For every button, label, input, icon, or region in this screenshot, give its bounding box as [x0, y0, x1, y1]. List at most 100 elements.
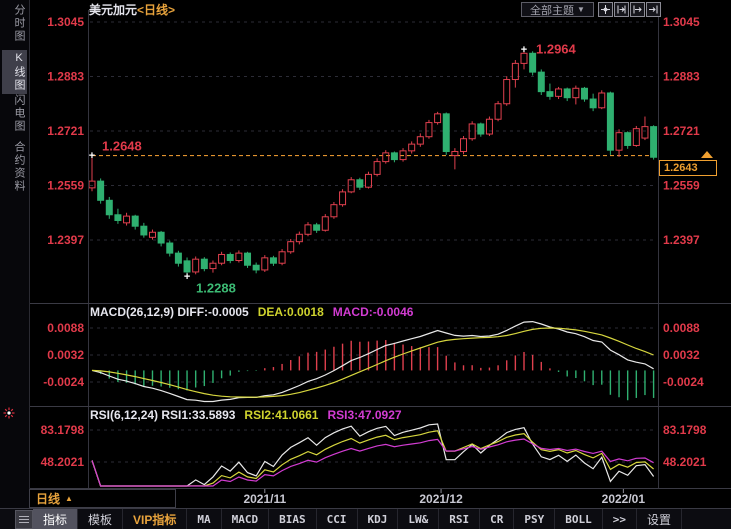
candle-body	[641, 126, 649, 139]
macd-axis-label: -0.0024	[43, 375, 84, 389]
theme-dropdown[interactable]: 全部主题 ▼	[521, 2, 594, 17]
candle-body	[485, 118, 493, 135]
menu-icon[interactable]	[15, 510, 33, 529]
left-sidebar: 分时图 K线图 闪电图 合约资料	[0, 0, 30, 529]
candle-body	[572, 87, 580, 99]
candle-body	[321, 216, 329, 231]
toolbar-item-ma[interactable]: MA	[187, 509, 222, 529]
candle-body	[183, 260, 191, 273]
macd-axis-label: 0.0032	[47, 348, 84, 362]
toolbar-item-boll[interactable]: BOLL	[555, 509, 603, 529]
toolbar-item-indicator[interactable]: 指标	[33, 509, 79, 529]
point-marker: +	[89, 150, 95, 162]
candle-body	[131, 215, 139, 227]
rsi-axis-label: 83.1798	[41, 423, 85, 437]
candle-body	[408, 143, 416, 152]
candle-body	[477, 123, 485, 135]
candle-body	[97, 180, 105, 201]
candle-body	[382, 152, 390, 163]
toolbar-item-macd[interactable]: MACD	[222, 509, 270, 529]
toolbar-item-lw[interactable]: LW&	[398, 509, 440, 529]
toolbar-item-cr[interactable]: CR	[480, 509, 515, 529]
low-price-annotation: 1.2288	[196, 281, 236, 296]
macd-axis-label: -0.0024	[663, 375, 704, 389]
toolbar-item-psy[interactable]: PSY	[514, 509, 556, 529]
candle-body	[313, 224, 321, 231]
date-axis-label: 2021/12	[419, 492, 463, 506]
sidebar-tab-kline-chart[interactable]: K线图	[2, 50, 27, 94]
date-axis-label: 2021/11	[243, 492, 286, 506]
candle-body	[399, 150, 407, 161]
candle-body	[226, 253, 234, 262]
point-marker: +	[184, 271, 190, 283]
candle-body	[537, 71, 545, 93]
toolbar-item-rsi[interactable]: RSI	[439, 509, 481, 529]
candle-body	[166, 242, 174, 254]
candle-body	[157, 231, 165, 244]
alert-icon[interactable]	[3, 407, 15, 419]
candle-body	[390, 152, 398, 161]
price-axis-label: 1.3045	[663, 15, 700, 29]
expand-x-axis-icon[interactable]	[630, 2, 645, 17]
candle-body	[650, 126, 658, 158]
candle-body	[304, 224, 312, 235]
toolbar-item-vip-indicator[interactable]: VIP指标	[123, 509, 188, 529]
macd-axis-label: 0.0088	[47, 321, 84, 335]
price-axis-label: 1.2883	[47, 70, 84, 84]
period-tag: <日线>	[137, 3, 176, 17]
macd-diff-line	[91, 320, 654, 403]
candle-body	[520, 52, 528, 64]
toolbar-item-template[interactable]: 模板	[78, 509, 124, 529]
rsi2-value: RSI2:41.0661	[244, 408, 319, 422]
pan-right-icon[interactable]	[646, 2, 661, 17]
toolbar-item-bias[interactable]: BIAS	[269, 509, 317, 529]
candle-body	[278, 251, 286, 264]
candle-body	[235, 252, 243, 262]
candle-body	[615, 132, 623, 151]
point-marker: +	[521, 44, 527, 56]
rsi-axis-label: 48.2021	[41, 455, 85, 469]
toolbar-item-cci[interactable]: CCI	[317, 509, 358, 529]
candle-body	[460, 138, 468, 153]
candle-body	[174, 252, 182, 264]
last-price-tag: 1.2643	[659, 160, 717, 176]
crosshair-icon[interactable]	[598, 2, 613, 17]
indicator-toolbar: 指标 模板 VIP指标 MA MACD BIAS CCI KDJ LW& RSI…	[0, 508, 731, 529]
candle-body	[252, 264, 260, 271]
macd-axis-label: 0.0088	[663, 321, 700, 335]
candle-body	[468, 123, 476, 140]
price-axis-label: 1.3045	[47, 15, 84, 29]
toolbar-item-more[interactable]: >>	[603, 509, 637, 529]
price-axis-label: 1.2397	[47, 233, 84, 247]
sidebar-tab-contract-info[interactable]: 合约资料	[13, 141, 25, 193]
candle-body	[114, 214, 122, 221]
price-axis-label: 1.2883	[663, 70, 700, 84]
candle-body	[356, 179, 364, 188]
symbol-name: 美元加元	[89, 3, 138, 17]
candle-body	[209, 262, 217, 270]
candle-body	[140, 225, 148, 236]
price-axis-label: 1.2559	[663, 179, 700, 193]
toolbar-item-settings[interactable]: 设置	[637, 509, 683, 529]
rsi3-value: RSI3:47.0927	[327, 408, 402, 422]
candle-body	[148, 231, 156, 238]
candle-body	[511, 62, 519, 81]
period-label: 日线	[36, 492, 61, 506]
rsi1-value: RSI(6,12,24) RSI1:33.5893	[90, 408, 236, 422]
rsi2-line	[91, 430, 654, 487]
candle-body	[529, 52, 537, 73]
macd-dea-line	[91, 327, 654, 398]
period-selector[interactable]: 日线 ▲	[29, 489, 176, 508]
compress-x-axis-icon[interactable]	[614, 2, 629, 17]
price-axis-label: 1.2397	[663, 233, 700, 247]
sidebar-tab-time-chart[interactable]: 分时图	[13, 4, 25, 43]
theme-dropdown-label: 全部主题	[530, 4, 575, 17]
toolbar-item-kdj[interactable]: KDJ	[358, 509, 399, 529]
candle-body	[425, 122, 433, 138]
candle-body	[330, 204, 338, 218]
candle-body	[555, 88, 563, 97]
candle-body	[416, 136, 424, 145]
sidebar-tab-lightning-chart[interactable]: 闪电图	[13, 94, 25, 133]
price-axis-label: 1.2721	[663, 124, 700, 138]
